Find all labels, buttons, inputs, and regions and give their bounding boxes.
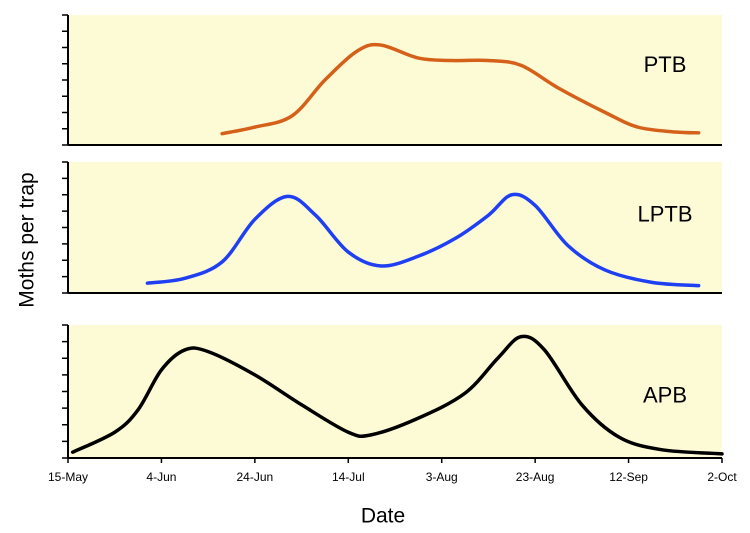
y-axis-title: Moths per trap — [16, 172, 39, 307]
panel-label: LPTB — [637, 201, 692, 226]
panel-background — [68, 162, 722, 293]
x-tick-label: 15-May — [48, 470, 88, 484]
x-tick-label: 24-Jun — [237, 470, 274, 484]
panel-background — [68, 325, 722, 458]
x-tick-label: 3-Aug — [426, 470, 458, 484]
series-line — [145, 192, 701, 288]
x-tick-label: 23-Aug — [516, 470, 555, 484]
panel-label: APB — [643, 382, 687, 407]
panel-background — [68, 15, 722, 145]
series-line — [220, 42, 701, 136]
x-axis-title: Date — [361, 505, 405, 528]
panel-label: PTB — [644, 52, 687, 77]
series-line — [70, 334, 724, 456]
x-tick-label: 14-Jul — [332, 470, 365, 484]
x-tick-label: 2-Oct — [707, 470, 737, 484]
x-tick-label: 12-Sep — [609, 470, 648, 484]
x-tick-label: 4-Jun — [146, 470, 176, 484]
